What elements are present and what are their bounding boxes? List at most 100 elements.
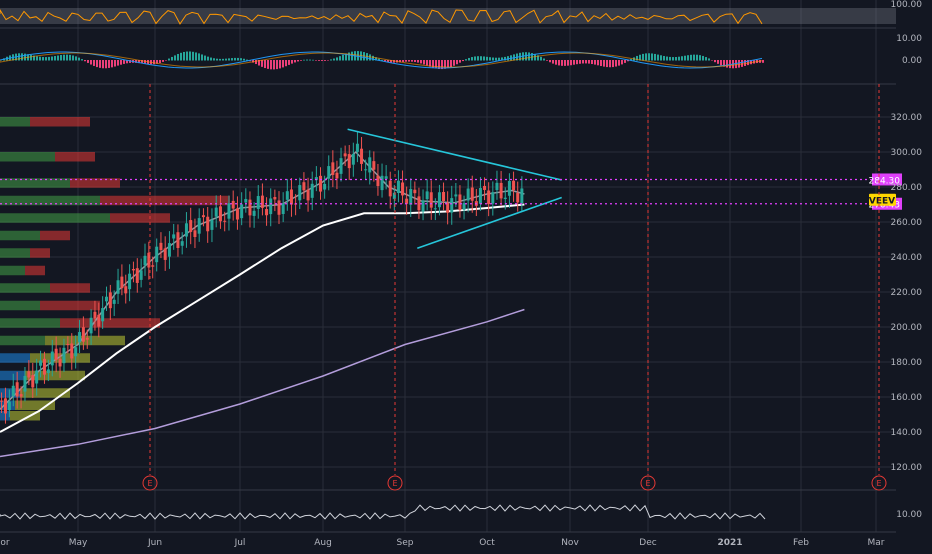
candle-body[interactable]: [347, 154, 351, 169]
candle-body[interactable]: [248, 199, 252, 216]
candle-body[interactable]: [147, 252, 151, 268]
candle-body[interactable]: [50, 351, 54, 366]
candle-body[interactable]: [62, 347, 66, 364]
candle-body[interactable]: [388, 180, 392, 197]
candle-body[interactable]: [189, 220, 193, 232]
candle-body[interactable]: [27, 371, 31, 378]
candle-body[interactable]: [31, 375, 35, 388]
candle-body[interactable]: [214, 207, 218, 217]
candle-body[interactable]: [139, 270, 143, 280]
candle-body[interactable]: [405, 198, 409, 204]
candle-body[interactable]: [281, 203, 285, 214]
candle-body[interactable]: [351, 153, 355, 165]
candle-body[interactable]: [104, 296, 108, 302]
candle-body[interactable]: [112, 299, 116, 304]
candle-body[interactable]: [413, 189, 417, 194]
candle-body[interactable]: [331, 162, 335, 175]
earnings-marker[interactable]: [871, 475, 887, 491]
trendline[interactable]: [347, 128, 562, 181]
candle-body[interactable]: [93, 311, 97, 319]
candle-body[interactable]: [458, 194, 462, 211]
candle-body[interactable]: [327, 166, 331, 179]
candle-body[interactable]: [487, 190, 491, 205]
candle-body[interactable]: [35, 370, 39, 384]
candle-body[interactable]: [442, 191, 446, 201]
candle-body[interactable]: [143, 255, 147, 266]
candle-body[interactable]: [298, 185, 302, 201]
candle-body[interactable]: [466, 188, 470, 201]
candle-body[interactable]: [135, 268, 139, 283]
candle-body[interactable]: [417, 196, 421, 211]
candle-body[interactable]: [470, 187, 474, 201]
candle-body[interactable]: [227, 203, 231, 219]
candle-body[interactable]: [450, 198, 454, 213]
candle-body[interactable]: [314, 177, 318, 181]
candle-body[interactable]: [128, 273, 132, 290]
earnings-marker[interactable]: [387, 475, 403, 491]
candle-body[interactable]: [277, 200, 281, 215]
trendline[interactable]: [417, 196, 562, 250]
candle-body[interactable]: [516, 192, 520, 203]
candle-body[interactable]: [454, 194, 458, 197]
candle-body[interactable]: [310, 183, 314, 198]
candle-body[interactable]: [256, 196, 260, 209]
candle-body[interactable]: [499, 182, 503, 199]
candle-body[interactable]: [392, 192, 396, 199]
candle-body[interactable]: [108, 292, 112, 309]
candle-body[interactable]: [197, 218, 201, 234]
candle-body[interactable]: [58, 358, 62, 367]
candle-body[interactable]: [433, 208, 437, 210]
candle-body[interactable]: [155, 246, 159, 263]
candle-body[interactable]: [437, 192, 441, 208]
candle-body[interactable]: [201, 215, 205, 218]
candle-body[interactable]: [368, 157, 372, 173]
candle-body[interactable]: [503, 197, 507, 199]
candle-body[interactable]: [85, 337, 89, 340]
candle-body[interactable]: [495, 182, 499, 191]
candle-body[interactable]: [116, 280, 120, 294]
candle-body[interactable]: [343, 153, 347, 157]
candle-body[interactable]: [151, 265, 155, 267]
candle-body[interactable]: [273, 196, 277, 200]
candle-body[interactable]: [81, 327, 85, 342]
candle-body[interactable]: [23, 375, 27, 392]
candle-body[interactable]: [167, 243, 171, 257]
candle-body[interactable]: [285, 191, 289, 200]
trendlines[interactable]: [347, 128, 562, 250]
candle-body[interactable]: [396, 180, 400, 194]
candle-body[interactable]: [507, 181, 511, 196]
candle-body[interactable]: [101, 308, 105, 322]
candle-body[interactable]: [97, 314, 101, 327]
candle-body[interactable]: [163, 248, 167, 260]
earnings-marker[interactable]: [640, 475, 656, 491]
price-axis[interactable]: 320.00 300.00 280.00 260.00 240.00 220.00 200.…: [891, 0, 923, 520]
candle-body[interactable]: [376, 175, 380, 187]
candle-body[interactable]: [421, 200, 425, 212]
candle-body[interactable]: [252, 210, 256, 216]
candle-body[interactable]: [54, 348, 58, 360]
candle-body[interactable]: [244, 198, 248, 203]
candle-body[interactable]: [66, 343, 70, 345]
horizontal-lines[interactable]: 284.30270.43VEEV: [0, 173, 902, 211]
candle-body[interactable]: [120, 276, 124, 289]
candle-body[interactable]: [512, 180, 516, 191]
candle-body[interactable]: [39, 360, 43, 366]
candle-body[interactable]: [425, 191, 429, 200]
candle-body[interactable]: [355, 143, 359, 152]
candle-body[interactable]: [483, 185, 487, 190]
candle-body[interactable]: [210, 219, 214, 230]
candle-body[interactable]: [491, 192, 495, 204]
candle-body[interactable]: [42, 358, 46, 375]
candle-body[interactable]: [269, 198, 273, 215]
candle-body[interactable]: [74, 347, 78, 357]
candle-body[interactable]: [462, 203, 466, 210]
candle-body[interactable]: [372, 161, 376, 170]
candle-body[interactable]: [323, 183, 327, 190]
candle-body[interactable]: [78, 332, 82, 342]
candle-body[interactable]: [231, 200, 235, 209]
candle-body[interactable]: [339, 158, 343, 174]
candle-body[interactable]: [364, 169, 368, 171]
candle-body[interactable]: [240, 204, 244, 219]
candle-body[interactable]: [446, 202, 450, 213]
